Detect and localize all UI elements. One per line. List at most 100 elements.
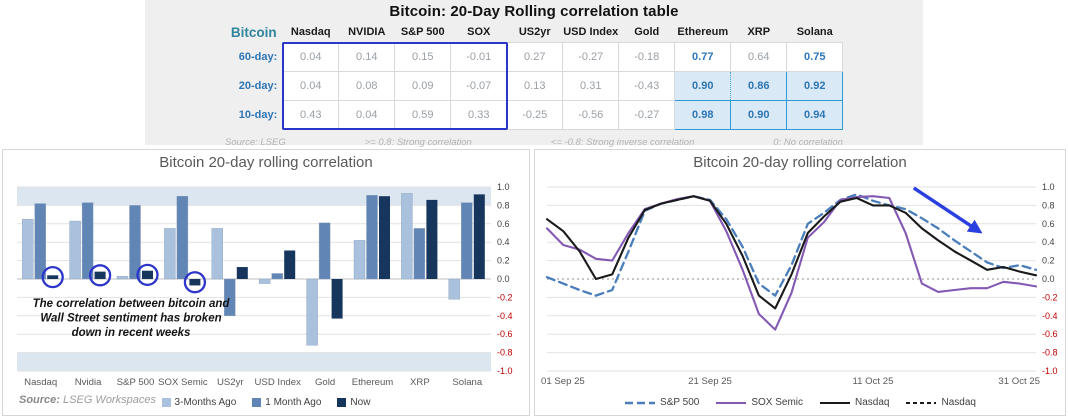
legend-label: Nasdaq	[855, 397, 890, 408]
y-tick-label: 0.4	[1042, 237, 1055, 247]
annotation-line: Wall Street sentiment has broken	[40, 313, 221, 325]
table-corner-label: Bitcoin	[230, 24, 277, 40]
bar-1-month-ago	[224, 278, 236, 316]
y-tick-label: 0.4	[497, 237, 510, 247]
bar-chart-title: Bitcoin 20-day rolling correlation	[159, 154, 373, 171]
y-tick-label: -0.4	[1042, 311, 1058, 321]
y-tick-label: 0.0	[497, 274, 510, 284]
bar-3-months-ago	[259, 278, 271, 284]
y-tick-label: -1.0	[1042, 366, 1058, 376]
legend-label: 3-Months Ago	[174, 397, 237, 408]
table-footer-item: <= -0.8: Strong inverse correlation	[550, 136, 695, 148]
row-label: 20-day:	[238, 79, 278, 92]
table-cell: 0.27	[506, 41, 564, 72]
correlation-table-panel: Bitcoin: 20-Day Rolling correlation tabl…	[145, 0, 923, 148]
row-label: 10-day:	[238, 108, 278, 121]
table-cell: 0.98	[674, 99, 732, 130]
column-header: Nasdaq	[290, 25, 331, 38]
bar-3-months-ago	[306, 278, 318, 346]
bar-1-month-ago	[318, 222, 331, 280]
bar-3-months-ago	[211, 228, 224, 280]
bar-3-months-ago	[116, 276, 129, 280]
line-chart: -1.0 -0.8 -0.6 -0.4 -0.2 0.0 0.2 0.4 0.6 0.8 1.0 01…	[541, 182, 1058, 387]
x-category-label: XRP	[410, 377, 430, 388]
bar-now	[426, 199, 438, 279]
y-tick-label: 0.2	[497, 256, 510, 266]
bar-chart: -1.0 -0.8 -0.6 -0.4 -0.2 0.0 0.2 0.4 0.6 0.8 1.0 Na…	[17, 182, 513, 388]
x-category-label: USD Index	[255, 377, 302, 388]
table-wrap: Bitcoin Nasdaq NVIDIA S&P 500 SOX US2yr USD In…	[225, 22, 844, 130]
legend-line-icon	[820, 401, 851, 404]
y-tick-label: 0.8	[1042, 200, 1055, 210]
table-row: 60-day: 0.04 0.14 0.15 -0.01 0.27 -0.27 -0.18 0.…	[225, 41, 844, 72]
x-category-label: Ethereum	[352, 377, 394, 388]
bar-now	[473, 194, 485, 279]
source-value: LSEG Workspaces	[63, 394, 156, 406]
legend-swatch-icon	[161, 398, 171, 407]
y-tick-label: -0.2	[1042, 292, 1058, 302]
table-cell: 0.04	[282, 70, 340, 101]
bar-1-month-ago	[34, 203, 46, 280]
x-category-label: Gold	[315, 377, 335, 388]
column-header: NVIDIA	[348, 25, 386, 38]
legend-item: S&P 500	[624, 397, 699, 408]
bar-now	[94, 271, 106, 279]
highlight-circle	[88, 264, 112, 287]
bar-3-months-ago	[164, 228, 176, 280]
table-cell: 0.13	[506, 70, 564, 101]
table-cell: 0.33	[450, 99, 508, 130]
table-cell: 0.75	[786, 41, 844, 72]
table-cell: -0.43	[618, 70, 676, 101]
line-chart-legend: S&P 500 SOX Semic Nasdaq Nasdaq	[535, 390, 1065, 415]
y-tick-label: 0.0	[1042, 274, 1055, 284]
annotation-line: down in recent weeks	[72, 327, 191, 339]
bar-3-months-ago	[353, 240, 366, 280]
x-category-label: Nasdaq	[24, 377, 57, 388]
bar-now	[189, 279, 201, 286]
table-cell: 0.90	[730, 99, 788, 130]
y-tick-label: -0.4	[497, 311, 513, 321]
bar-3-months-ago	[69, 220, 81, 280]
column-header: USD Index	[563, 25, 619, 38]
x-category-label: Solana	[452, 377, 483, 388]
table-cell: -0.18	[618, 41, 676, 72]
y-tick-label: -1.0	[497, 366, 513, 376]
column-header: S&P 500	[400, 25, 445, 38]
line-chart-title: Bitcoin 20-day rolling correlation	[693, 154, 907, 171]
x-category-label: SOX Semic	[158, 377, 208, 388]
y-tick-label: 0.6	[1042, 219, 1055, 229]
legend-label: 1 Month Ago	[265, 397, 322, 408]
column-header: XRP	[747, 25, 771, 38]
legend-label: Nasdaq	[941, 397, 976, 408]
table-footer-item: Source: LSEG	[225, 136, 286, 148]
highlight-circle	[183, 271, 207, 294]
bar-3-months-ago	[22, 219, 34, 280]
table-cell: 0.15	[394, 41, 452, 72]
series-line-s&p-500-dashed	[545, 193, 1038, 297]
legend-item: Nasdaq	[905, 397, 976, 408]
legend-swatch-icon	[337, 398, 347, 407]
bar-now	[142, 270, 153, 279]
x-tick-label: 01 Sep 25	[541, 376, 585, 387]
column-header: Solana	[796, 25, 833, 38]
column-header: Ethereum	[677, 25, 729, 38]
legend-item: Nasdaq	[819, 397, 889, 408]
table-cell: 0.77	[674, 41, 732, 72]
y-tick-label: -0.6	[1042, 329, 1058, 339]
bar-chart-source: Source: LSEG Workspaces	[19, 394, 156, 406]
bar-1-month-ago	[413, 228, 426, 280]
legend-line-icon	[906, 401, 937, 404]
table-cell: 0.09	[394, 70, 452, 101]
table-row: 10-day: 0.43 0.04 0.59 0.33 -0.25 -0.56 -0.27 0.…	[225, 99, 844, 130]
y-tick-label: -0.2	[497, 292, 513, 302]
bar-now	[331, 279, 343, 319]
table-row: 20-day: 0.04 0.08 0.09 -0.07 0.13 0.31 -0.43 0.9…	[225, 70, 844, 101]
table-cell: 0.90	[674, 70, 732, 101]
trend-arrow	[912, 186, 983, 234]
bar-now	[47, 275, 59, 279]
table-cell: -0.25	[506, 99, 564, 130]
row-label: 60-day:	[238, 50, 278, 63]
legend-line-icon	[625, 401, 656, 404]
y-tick-label: 1.0	[1042, 182, 1055, 192]
